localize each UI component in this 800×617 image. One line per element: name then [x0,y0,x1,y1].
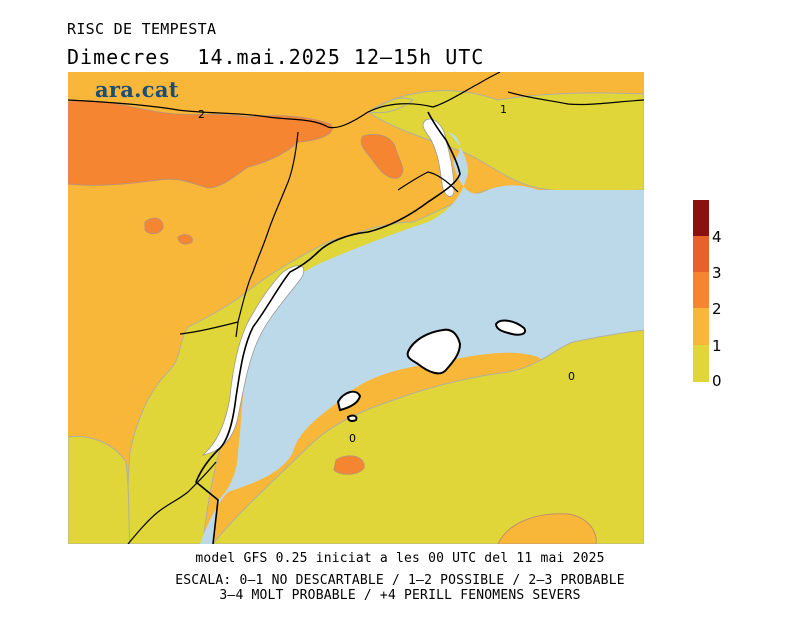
region-border-inner [397,171,459,193]
risk-zone-2-3-patch-e [497,513,597,544]
risk-zone-0-1-south [212,329,644,544]
legend-colorbar [693,200,709,382]
contour-label-2: 2 [198,108,205,121]
no-data-coast-north [422,118,455,197]
no-data-coast-south [201,265,305,456]
scale-description-line1: ESCALA: 0–1 NO DESCARTABLE / 1–2 POSSIBL… [175,573,625,588]
island-formentera [346,414,358,422]
risk-zone-2-3-north [68,100,333,189]
island-menorca [494,319,526,336]
legend-swatch-3 [693,236,709,272]
legend-swatch-2 [693,272,709,308]
island-mallorca [406,328,462,375]
model-info: model GFS 0.25 iniciat a les 00 UTC del … [195,551,605,566]
legend-label-3: 3 [712,264,722,282]
ara-cat-logo: ara.cat [95,77,179,102]
scale-description-line2: 3–4 MOLT PROBABLE / +4 PERILL FENOMENS S… [219,588,581,603]
contour-label-0-south: 0 [349,432,356,445]
legend-label-0: 0 [712,372,722,390]
legend-swatch-1 [693,308,709,345]
legend-swatch-4 [693,200,709,236]
legend-label-2: 2 [712,300,722,318]
risk-zone-2-3-patch-c [177,234,193,245]
map-title: RISC DE TEMPESTA [67,20,217,38]
region-border-east [507,91,644,106]
region-border-west [179,131,299,338]
island-ibiza [336,390,362,412]
coastline [195,111,461,544]
contour-label-1: 1 [500,103,507,116]
legend-swatch-0 [693,345,709,382]
risk-zone-2-3-patch-d [333,455,365,475]
risk-zone-2-3-patch-b [144,217,164,235]
legend-label-4: 4 [712,228,722,246]
risk-zone-2-3-patch-a [360,134,404,179]
region-border-south [127,461,217,544]
contour-label-0-east: 0 [568,370,575,383]
country-border [68,72,501,129]
risk-zone-0-1-southwest [68,435,131,544]
map-subtitle: Dimecres 14.mai.2025 12–15h UTC [67,45,485,69]
storm-risk-map: 2 1 0 0 [68,72,644,544]
legend-label-1: 1 [712,337,722,355]
